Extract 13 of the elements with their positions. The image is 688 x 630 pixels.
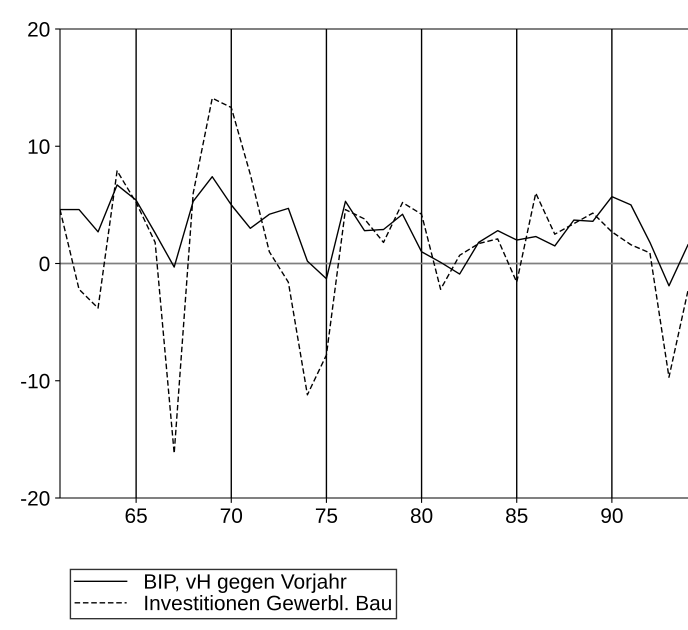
x-tick-label: 85 xyxy=(506,508,528,524)
y-tick-label: -10 xyxy=(21,374,50,389)
legend-label: Investitionen Gewerbl. Bau xyxy=(145,595,391,610)
x-tick-label: 80 xyxy=(410,508,432,524)
x-tick-label: 70 xyxy=(220,508,242,524)
y-tick-label: 0 xyxy=(40,256,50,272)
y-tick-label: 10 xyxy=(28,139,50,154)
y-tick-label: 20 xyxy=(28,22,50,37)
y-tick-label: -20 xyxy=(21,491,50,506)
x-tick-label: 90 xyxy=(601,508,623,524)
x-tick-label: 65 xyxy=(126,508,147,524)
legend-label: BIP, vH gegen Vorjahr xyxy=(145,574,346,593)
x-tick-label: 75 xyxy=(316,508,338,524)
